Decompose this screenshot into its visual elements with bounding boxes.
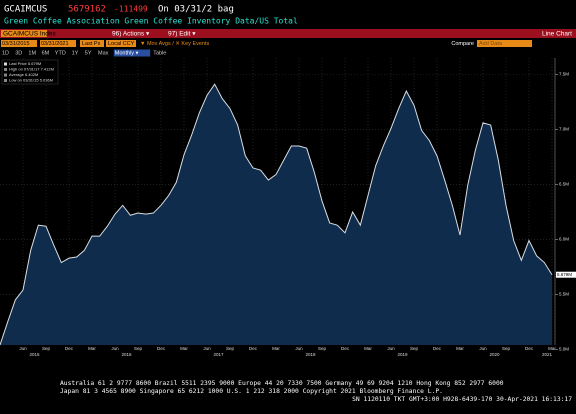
legend-entry: Average 6.402M <box>9 72 38 77</box>
range-button[interactable]: 1M <box>28 50 36 56</box>
axes: 5.0M 5.5M 6.0M 6.5M 7.0M 7.5M Jun Sep Dec Mar Jun S… <box>19 58 576 357</box>
last-price-label: 5.679M <box>557 272 572 277</box>
x-tick-label: Jun <box>203 346 211 351</box>
footer-line: SN 1120110 TKT GMT+3:00 H928-6439-170 30… <box>352 396 572 403</box>
start[interactable]: 03/31/2015 <box>2 41 30 47</box>
legend-swatch <box>4 79 7 82</box>
x-tick-label: Dec <box>157 346 166 351</box>
events[interactable]: ▼ Mov Avgs / ✕ Key Events <box>140 41 210 47</box>
y-tick-label: 6.5M <box>559 182 569 187</box>
legend-swatch <box>4 62 7 66</box>
add[interactable]: Add Data <box>479 41 503 47</box>
ccy-box[interactable] <box>106 40 136 47</box>
year-label: 2017 <box>213 352 224 357</box>
security[interactable]: GCAIMCUS Index <box>3 31 56 38</box>
range-button[interactable]: 1Y <box>72 50 79 56</box>
y-tick-label: 7.5M <box>559 72 569 77</box>
footer-line: Japan 81 3 4565 8900 Singapore 65 6212 1… <box>60 388 443 395</box>
edit[interactable]: 97) Edit ▾ <box>168 31 196 38</box>
range-selected[interactable] <box>113 49 151 57</box>
asof: On 03/31/2 bag <box>158 5 234 15</box>
y-tick-label: 5.5M <box>559 292 569 297</box>
legend-swatch <box>4 68 7 71</box>
x-tick-label: Jun <box>111 346 119 351</box>
description: Green Coffee Association Green Coffee In… <box>4 17 298 26</box>
x-tick-label: Sep <box>502 346 511 351</box>
x-tick-label: Sep <box>134 346 143 351</box>
start-box[interactable] <box>1 40 37 47</box>
year-label: 2016 <box>121 352 132 357</box>
year-label: 2019 <box>397 352 408 357</box>
last: 5679162 <box>68 5 106 15</box>
legend-box <box>1 59 59 85</box>
x-tick-label: Dec <box>433 346 442 351</box>
end-box[interactable] <box>40 40 76 47</box>
end[interactable]: 03/31/2021 <box>41 41 69 47</box>
year-label: 2021 <box>542 352 553 357</box>
range-button[interactable]: Monthly ▾ <box>115 50 139 56</box>
x-tick-label: Mar <box>88 346 96 351</box>
range-button[interactable]: Table <box>153 50 166 56</box>
y-tick-label: 7.0M <box>559 127 569 132</box>
x-tick-label: Dec <box>249 346 258 351</box>
x-tick-label: Jun <box>295 346 303 351</box>
range-button[interactable]: 1D <box>2 50 9 56</box>
change: -111499 <box>114 5 148 14</box>
x-tick-label: Jun <box>387 346 395 351</box>
x-tick-label: Sep <box>42 346 51 351</box>
x-tick-label: Mar <box>272 346 280 351</box>
year-label: 2020 <box>489 352 500 357</box>
x-tick-label: Mar <box>364 346 372 351</box>
currency[interactable]: Local CCY <box>108 41 135 47</box>
x-tick-label: Dec <box>341 346 350 351</box>
range-button[interactable]: 6M <box>42 50 50 56</box>
range-button[interactable]: Max <box>98 50 109 56</box>
ticker: GCAIMCUS <box>4 5 47 15</box>
footer: Australia 61 2 9777 8600 Brazil 5511 239… <box>60 380 572 403</box>
legend-entry: High on 07/31/17 7.412M <box>9 67 54 72</box>
x-tick-label: Mar <box>456 346 464 351</box>
menubar <box>0 29 576 38</box>
x-tick-label: Dec <box>525 346 534 351</box>
x-tick-label: Sep <box>410 346 419 351</box>
year-label: 2018 <box>305 352 316 357</box>
x-tick-label: Mar <box>548 346 556 351</box>
x-tick-label: Sep <box>226 346 235 351</box>
actions[interactable]: 96) Actions ▾ <box>112 31 150 38</box>
footer-line: Australia 61 2 9777 8600 Brazil 5511 239… <box>60 380 504 387</box>
last-price-box <box>556 271 576 278</box>
range-button[interactable]: 5Y <box>85 50 92 56</box>
x-tick-label: Jun <box>19 346 27 351</box>
field-box[interactable] <box>80 40 104 47</box>
legend-swatch <box>4 73 7 77</box>
security-box[interactable] <box>1 30 47 37</box>
legend-entry: Last Price 5.679M <box>9 61 41 66</box>
view: Line Chart <box>542 31 572 38</box>
x-tick-label: Mar <box>180 346 188 351</box>
area-fill <box>0 84 552 346</box>
add-box[interactable] <box>477 40 532 47</box>
range-button[interactable]: 3D <box>15 50 22 56</box>
x-tick-label: Jun <box>479 346 487 351</box>
x-tick-label: Sep <box>318 346 327 351</box>
legend-entry: Low on 03/31/15 5.036M <box>9 78 53 83</box>
range-buttons: 1D 3D 1M 6M YTD 1Y 5Y Max Monthly ▾ Table <box>2 49 166 57</box>
x-tick-label: Dec <box>65 346 74 351</box>
y-tick-label: 6.0M <box>559 237 569 242</box>
range-button[interactable]: YTD <box>55 50 66 56</box>
year-label: 2015 <box>29 352 40 357</box>
compare[interactable]: Compare <box>451 41 474 47</box>
price-line <box>0 83 553 346</box>
field[interactable]: Last Px <box>82 41 101 47</box>
y-tick-label: 5.0M <box>559 347 569 352</box>
